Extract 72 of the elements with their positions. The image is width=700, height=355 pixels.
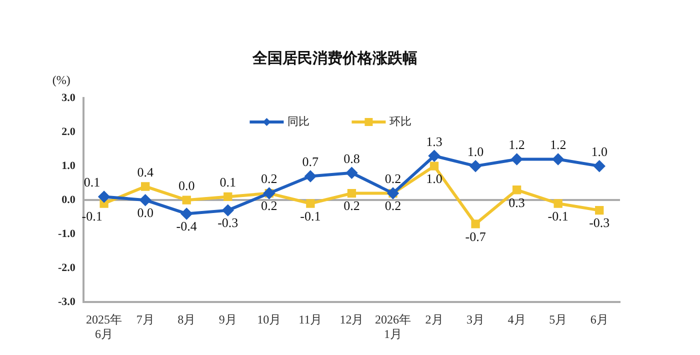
legend-label: 环比	[390, 114, 412, 128]
point	[224, 192, 232, 202]
x-tick-label: 6月	[590, 312, 608, 327]
x-tick-label: 2025年 6月	[86, 312, 122, 341]
data-label: 1.3	[426, 134, 442, 149]
point	[346, 167, 358, 178]
point	[428, 150, 440, 162]
point	[594, 160, 605, 172]
point	[470, 160, 482, 172]
data-label: 1.2	[550, 137, 566, 152]
point	[181, 208, 192, 220]
legend-label: 同比	[288, 114, 310, 128]
point	[512, 186, 522, 194]
y-tick-label: -2.0	[58, 262, 76, 274]
point	[430, 162, 439, 170]
y-tick-label: 1.0	[62, 160, 76, 172]
x-tick-label: 8月	[178, 312, 196, 327]
point	[306, 199, 315, 208]
x-tick-label: 5月	[549, 312, 568, 327]
point	[98, 191, 110, 202]
point	[554, 199, 562, 208]
data-label: 0.1	[84, 174, 100, 190]
data-label: -0.7	[465, 228, 486, 244]
point	[140, 194, 151, 206]
data-label: 0.3	[508, 194, 525, 210]
point	[595, 206, 604, 215]
point	[552, 154, 564, 165]
data-label: -0.4	[176, 218, 198, 234]
data-label: 0.1	[220, 174, 236, 190]
data-label: 0.2	[344, 198, 360, 214]
data-label: -0.3	[218, 215, 238, 230]
point	[511, 154, 522, 165]
data-label: 0.4	[137, 164, 154, 180]
x-tick-label: 7月	[136, 312, 154, 327]
data-label: 1.0	[467, 144, 484, 159]
data-label: 0.0	[137, 205, 154, 220]
data-label: 1.0	[426, 170, 442, 186]
y-tick-label: 3.0	[62, 92, 76, 104]
data-label: -0.1	[82, 208, 102, 224]
data-label: 1.2	[508, 137, 525, 152]
y-axis-title: (%)	[52, 73, 70, 87]
data-label: 0.2	[384, 198, 402, 214]
x-tick-label: 12月	[340, 312, 364, 327]
data-label: 0.2	[261, 171, 278, 186]
data-label: 0.8	[344, 150, 360, 166]
x-tick-label: 10月	[257, 312, 282, 327]
x-tick-label: 3月	[466, 312, 485, 327]
x-tick-label: 4月	[508, 312, 526, 327]
point	[347, 188, 356, 198]
data-label: -0.1	[300, 208, 321, 224]
y-tick-label: 0.0	[62, 194, 76, 206]
data-label: 0.0	[178, 178, 195, 194]
point	[141, 182, 150, 191]
point	[304, 170, 316, 182]
data-label: 0.7	[302, 154, 320, 170]
data-label: 0.2	[384, 171, 402, 186]
data-label: -0.3	[589, 215, 610, 230]
y-tick-label: 2.0	[62, 126, 76, 138]
data-label: -0.1	[548, 208, 568, 224]
x-tick-label: 2026年 1月	[374, 312, 411, 341]
data-label: 0.2	[261, 198, 278, 214]
y-tick-label: -1.0	[58, 228, 76, 240]
x-tick-label: 2月	[425, 312, 444, 327]
data-label: 1.0	[591, 144, 608, 159]
x-tick-label: 9月	[218, 312, 237, 327]
point	[100, 199, 108, 208]
y-tick-label: -3.0	[58, 296, 76, 308]
point	[222, 204, 234, 216]
chart-title: 全国居民消费价格涨跌幅	[252, 48, 418, 67]
point	[182, 196, 191, 204]
x-tick-label: 11月	[298, 312, 322, 327]
point	[471, 220, 480, 228]
